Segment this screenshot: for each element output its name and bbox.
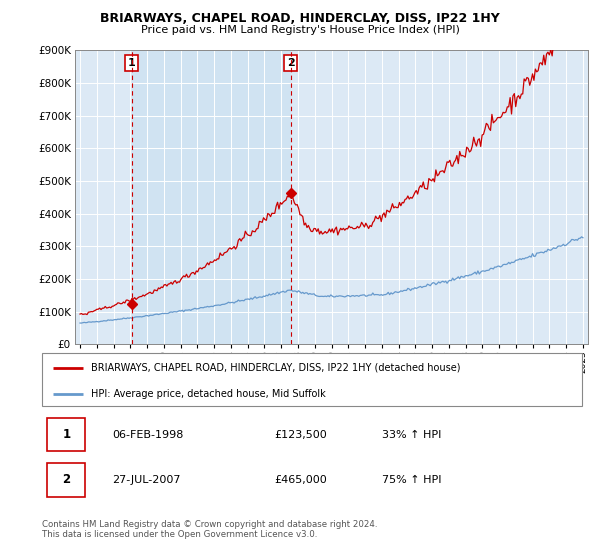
FancyBboxPatch shape (47, 463, 85, 497)
Text: 1: 1 (62, 428, 70, 441)
Text: 33% ↑ HPI: 33% ↑ HPI (382, 430, 442, 440)
Text: 75% ↑ HPI: 75% ↑ HPI (382, 475, 442, 485)
Text: 1: 1 (128, 58, 136, 68)
Text: 27-JUL-2007: 27-JUL-2007 (112, 475, 181, 485)
FancyBboxPatch shape (42, 353, 582, 406)
Text: BRIARWAYS, CHAPEL ROAD, HINDERCLAY, DISS, IP22 1HY: BRIARWAYS, CHAPEL ROAD, HINDERCLAY, DISS… (100, 12, 500, 25)
Text: 2: 2 (62, 473, 70, 487)
Text: BRIARWAYS, CHAPEL ROAD, HINDERCLAY, DISS, IP22 1HY (detached house): BRIARWAYS, CHAPEL ROAD, HINDERCLAY, DISS… (91, 363, 460, 373)
Text: 2: 2 (287, 58, 295, 68)
Text: £123,500: £123,500 (274, 430, 327, 440)
Text: Contains HM Land Registry data © Crown copyright and database right 2024.
This d: Contains HM Land Registry data © Crown c… (42, 520, 377, 539)
FancyBboxPatch shape (47, 418, 85, 451)
Text: £465,000: £465,000 (274, 475, 327, 485)
Text: HPI: Average price, detached house, Mid Suffolk: HPI: Average price, detached house, Mid … (91, 389, 325, 399)
Text: 06-FEB-1998: 06-FEB-1998 (112, 430, 184, 440)
Text: Price paid vs. HM Land Registry's House Price Index (HPI): Price paid vs. HM Land Registry's House … (140, 25, 460, 35)
Bar (132, 50, 290, 344)
